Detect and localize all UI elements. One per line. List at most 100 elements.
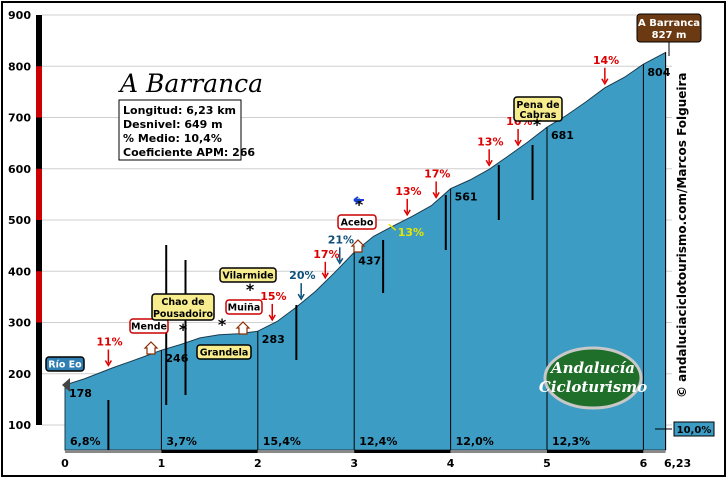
x-axis-bar bbox=[547, 450, 644, 453]
y-axis-red-band bbox=[36, 168, 42, 220]
house-icon bbox=[235, 321, 251, 335]
segment-gradient-label: 12,4% bbox=[359, 435, 397, 448]
x-axis-bar bbox=[65, 450, 162, 453]
average-badge-text: 10,0% bbox=[677, 425, 712, 436]
place-label-text: Chao de bbox=[161, 297, 204, 308]
summit-alt: 827 m bbox=[652, 30, 687, 41]
y-axis: 100 200 300 400 500 600 700 800 900 bbox=[8, 9, 42, 432]
point-gradient-label: 20% bbox=[289, 269, 315, 282]
place-label: Mende bbox=[129, 318, 169, 334]
place-label-text: Río Eo bbox=[48, 360, 82, 371]
point-gradient-label: 13% bbox=[477, 135, 503, 148]
point-gradient-arrowhead bbox=[514, 139, 522, 147]
logo-line1: Andalucía bbox=[549, 359, 635, 377]
y-tick-label-200: 200 bbox=[8, 368, 31, 381]
house-icon bbox=[350, 239, 366, 253]
y-axis-red-band bbox=[36, 271, 42, 323]
y-tick-label-800: 800 bbox=[8, 60, 31, 73]
point-gradient-label: 15% bbox=[260, 290, 286, 303]
credit-text: © andaluciaciclotourismo.com/Marcos Folg… bbox=[675, 72, 689, 398]
place-label: Acebo bbox=[337, 214, 377, 230]
point-gradient-label: 14% bbox=[593, 54, 619, 67]
km-altitude-label: 804 bbox=[647, 66, 670, 79]
km-altitude-label: 561 bbox=[455, 191, 478, 204]
x-axis-bar bbox=[643, 450, 666, 453]
y-tick-label-400: 400 bbox=[8, 265, 31, 278]
km-altitude-label: 283 bbox=[262, 333, 285, 346]
place-label-box bbox=[225, 299, 263, 315]
y-axis-red-band bbox=[36, 66, 42, 118]
place-label-box bbox=[337, 214, 377, 230]
place-label-box bbox=[196, 344, 252, 360]
segment-gradient-label: 12,3% bbox=[552, 435, 590, 448]
segment-gradient-label: 6,8% bbox=[70, 435, 101, 448]
km-altitude-label: 681 bbox=[551, 129, 574, 142]
point-gradient-arrowhead bbox=[485, 159, 493, 167]
stat-apm: Coeficiente APM: 266 bbox=[123, 146, 255, 159]
x-axis-bar bbox=[161, 450, 258, 453]
point-gradient-arrowhead bbox=[336, 257, 344, 265]
x-tick-label-2: 2 bbox=[254, 457, 262, 470]
segment-gradient-label: 12,0% bbox=[456, 435, 494, 448]
place-label-text: Mende bbox=[131, 322, 167, 333]
point-gradient-label: 21% bbox=[328, 233, 354, 246]
km-altitude-label: 437 bbox=[358, 254, 381, 267]
x-tick-label-1: 1 bbox=[158, 457, 166, 470]
place-label-box bbox=[219, 267, 277, 283]
point-gradient-arrowhead bbox=[104, 360, 113, 367]
point-gradient-arrowhead bbox=[601, 78, 609, 86]
x-tick-label-0: 0 bbox=[61, 457, 69, 470]
chart-labels: 6,8% 3,7% 15,4% 12,4% 12,0% 12,3% 11% 15%20% 17%… bbox=[45, 54, 619, 448]
place-label-text: Pena de bbox=[516, 100, 559, 111]
flag-icon bbox=[353, 196, 364, 204]
point-gradient-arrowhead bbox=[321, 272, 329, 280]
x-axis-bar bbox=[354, 450, 451, 453]
house-icon bbox=[143, 341, 159, 355]
point-gradient-arrowhead bbox=[268, 314, 276, 322]
x-axis: 0 1 2 3 4 5 6 6,23 bbox=[61, 450, 691, 470]
place-label-box bbox=[45, 356, 85, 372]
km-altitude-label: 178 bbox=[69, 387, 92, 400]
x-tick-label-4: 4 bbox=[447, 457, 455, 470]
point-gradient-arrow bbox=[388, 223, 397, 231]
place-label-text: Acebo bbox=[341, 218, 374, 229]
asterisk-icon: * bbox=[246, 280, 255, 299]
point-gradient-arrowhead bbox=[297, 293, 305, 301]
summit-name: A Barranca bbox=[638, 18, 700, 29]
point-gradient-arrowhead bbox=[403, 209, 411, 217]
asterisk-icon: * bbox=[179, 320, 188, 339]
y-tick-label-700: 700 bbox=[8, 112, 31, 125]
point-gradient-label: 17% bbox=[424, 167, 450, 180]
point-gradient-label: 13% bbox=[395, 185, 421, 198]
place-label-box bbox=[513, 96, 563, 122]
x-tick-label-6: 6 bbox=[640, 457, 648, 470]
stat-elevation: Desnivel: 649 m bbox=[123, 118, 223, 131]
x-axis-bar bbox=[257, 450, 355, 453]
segment-gradient-label: 3,7% bbox=[166, 435, 197, 448]
stat-average: % Medio: 10,4% bbox=[123, 132, 222, 145]
km-lines: 178 246 283 437 561 681 804 bbox=[69, 52, 671, 450]
start-marker-icon bbox=[62, 378, 70, 392]
point-gradient-arrowhead bbox=[432, 192, 440, 199]
place-label-text: Cabras bbox=[520, 110, 557, 121]
y-tick-label-600: 600 bbox=[8, 163, 31, 176]
logo-line2: Cicloturismo bbox=[539, 378, 647, 396]
km-altitude-label: 246 bbox=[165, 352, 188, 365]
x-tick-label-5: 5 bbox=[543, 457, 551, 470]
place-label: Muiña bbox=[225, 299, 263, 315]
place-label-box bbox=[129, 318, 169, 334]
place-label-text: Vilarmide bbox=[222, 271, 273, 282]
average-badge bbox=[673, 421, 715, 437]
y-tick-label-300: 300 bbox=[8, 317, 31, 330]
point-gradient-label: 13% bbox=[398, 226, 424, 239]
point-gradient-label: 11% bbox=[96, 335, 122, 348]
y-tick-label-100: 100 bbox=[8, 419, 31, 432]
asterisk-icon: * bbox=[533, 115, 542, 134]
stat-length: Longitud: 6,23 km bbox=[123, 104, 236, 117]
y-tick-label-500: 500 bbox=[8, 214, 31, 227]
y-tick-label-900: 900 bbox=[8, 9, 31, 22]
